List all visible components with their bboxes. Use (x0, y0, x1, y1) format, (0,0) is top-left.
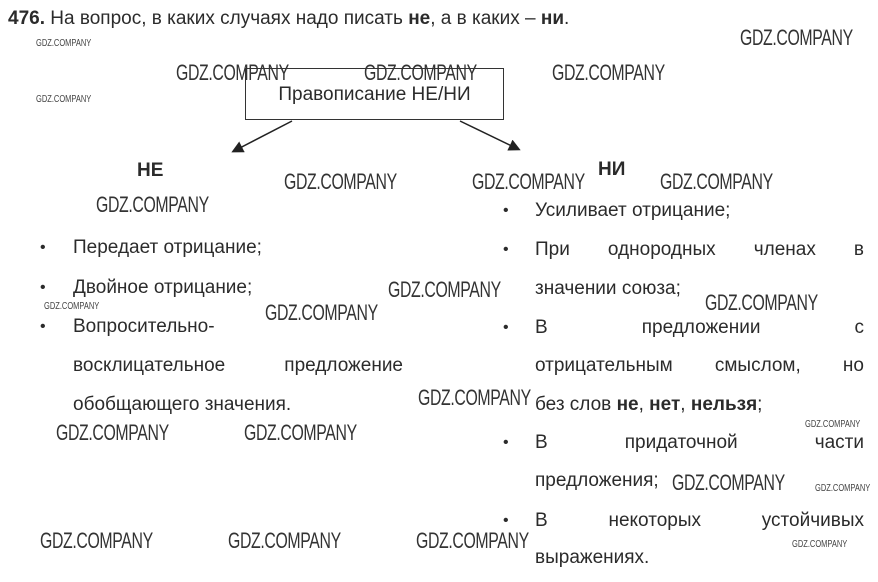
diagram-root-label: Правописание НЕ/НИ (278, 84, 471, 105)
watermark: GDZ.COMPANY (388, 277, 501, 302)
bullet-icon: • (503, 241, 509, 258)
bullet-icon: • (40, 318, 46, 335)
list-line: восклицательное предложение (73, 355, 403, 376)
watermark: GDZ.COMPANY (265, 300, 378, 325)
watermark: GDZ.COMPANY (672, 470, 785, 495)
bullet-icon: • (503, 434, 509, 451)
list-line: В придаточной части (535, 432, 864, 453)
diagram-root-box (245, 68, 504, 120)
list-line: Двойное отрицание; (73, 277, 253, 298)
list-line: обобщающего значения. (73, 394, 292, 415)
watermark-small: GDZ.COMPANY (792, 539, 848, 550)
watermark: GDZ.COMPANY (96, 192, 209, 217)
list-line: При однородных членах в (535, 239, 864, 260)
watermark: GDZ.COMPANY (705, 290, 818, 315)
watermark: GDZ.COMPANY (552, 60, 665, 85)
list-line: отрицательным смыслом, но (535, 355, 864, 376)
watermark: GDZ.COMPANY (416, 528, 529, 553)
watermark-small: GDZ.COMPANY (36, 38, 92, 49)
watermark: GDZ.COMPANY (176, 60, 289, 85)
exercise-title: 476. На вопрос, в каких случаях надо пис… (8, 8, 570, 29)
bullet-icon: • (503, 319, 509, 336)
watermark: GDZ.COMPANY (284, 169, 397, 194)
arrow-left (231, 120, 293, 153)
list-line: предложения; (535, 470, 659, 491)
watermark: GDZ.COMPANY (244, 420, 357, 445)
list-line: В некоторых устойчивых (535, 510, 864, 531)
watermark-small: GDZ.COMPANY (805, 419, 861, 430)
watermark: GDZ.COMPANY (740, 25, 853, 50)
bullet-icon: • (503, 512, 509, 529)
right-heading: НИ (598, 159, 626, 180)
bullet-icon: • (503, 202, 509, 219)
list-line: В предложении с (535, 317, 864, 338)
list-line: значении союза; (535, 278, 681, 299)
left-heading: НЕ (137, 160, 164, 181)
watermark-small: GDZ.COMPANY (815, 483, 871, 494)
watermark: GDZ.COMPANY (364, 60, 477, 85)
list-line: Передает отрицание; (73, 237, 262, 258)
watermark: GDZ.COMPANY (660, 169, 773, 194)
watermark: GDZ.COMPANY (418, 385, 531, 410)
list-line: Вопросительно- (73, 316, 215, 337)
watermark: GDZ.COMPANY (228, 528, 341, 553)
bullet-icon: • (40, 279, 46, 296)
watermark: GDZ.COMPANY (472, 169, 585, 194)
watermark-small: GDZ.COMPANY (44, 301, 100, 312)
arrow-right (459, 120, 521, 151)
list-line: Усиливает отрицание; (535, 200, 731, 221)
watermark-small: GDZ.COMPANY (36, 94, 92, 105)
list-line: выражениях. (535, 547, 650, 568)
watermark: GDZ.COMPANY (56, 420, 169, 445)
list-line: без слов не, нет, нельзя; (535, 394, 763, 415)
watermark: GDZ.COMPANY (40, 528, 153, 553)
bullet-icon: • (40, 239, 46, 256)
